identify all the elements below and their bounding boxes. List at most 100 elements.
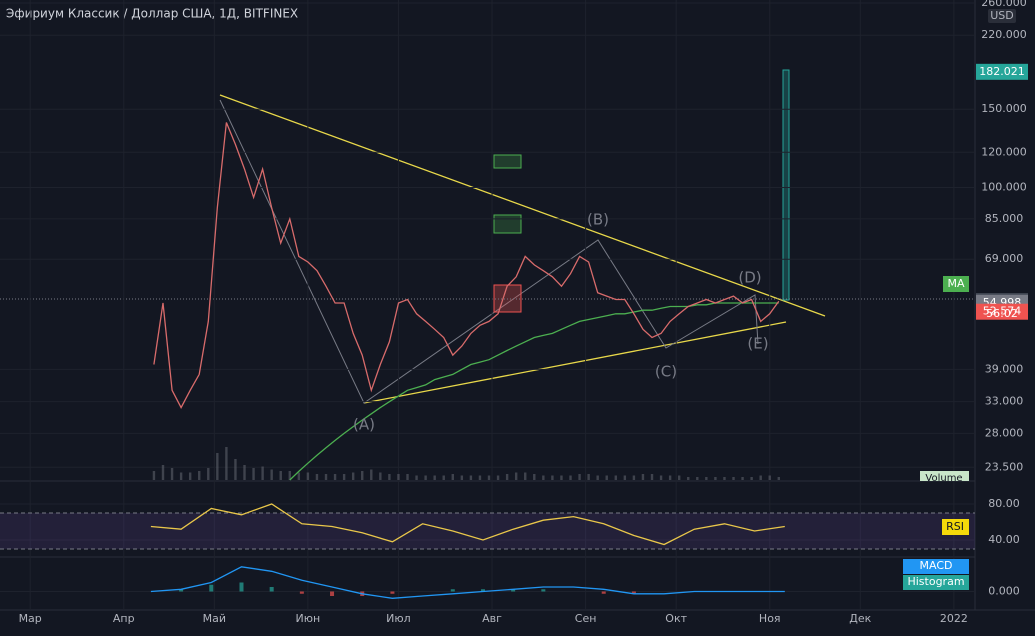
volume-bar <box>560 475 563 480</box>
volume-bar <box>442 475 445 480</box>
volume-bar <box>279 471 282 480</box>
volume-bar <box>641 474 645 480</box>
histogram-bar <box>511 589 516 592</box>
volume-bar <box>379 472 382 480</box>
volume-bar <box>333 474 337 480</box>
y-tick-label: 80.00 <box>988 497 1020 510</box>
histogram-bar <box>239 582 244 592</box>
y-tick-label: 120.000 <box>981 145 1027 158</box>
volume-bar <box>714 477 717 480</box>
volume-bar <box>415 475 418 480</box>
volume-bar <box>487 475 491 480</box>
x-tick-label: Май <box>203 612 226 625</box>
volume-bar <box>578 474 581 480</box>
histogram-bar <box>179 589 184 592</box>
volume-bar <box>451 474 454 480</box>
volume-bar <box>361 471 364 480</box>
histogram-bar <box>209 584 214 592</box>
volume-bar <box>705 477 708 480</box>
volume-bar <box>261 466 264 480</box>
volume-bar <box>152 471 156 480</box>
x-tick-label: Авг <box>482 612 502 625</box>
legend-label: Volume <box>925 473 962 484</box>
currency-box <box>988 9 1016 23</box>
histogram-bar <box>601 591 606 594</box>
volume-bar <box>759 475 762 480</box>
series-line <box>150 503 785 546</box>
price-tag <box>976 63 1028 80</box>
volume-bar <box>225 447 228 480</box>
volume-bar <box>306 472 310 480</box>
legend-label: MA <box>947 277 964 290</box>
legend-box <box>942 519 969 535</box>
histogram-bar <box>269 587 274 592</box>
x-tick-label: Апр <box>113 612 135 625</box>
volume-bar <box>198 471 201 480</box>
volume-bar <box>632 475 636 480</box>
volume-bar <box>270 469 273 480</box>
volume-bar <box>216 453 219 480</box>
wave-label: (A) <box>353 416 375 434</box>
volume-bar <box>469 475 473 480</box>
volume-bar <box>623 475 627 480</box>
volume-bar <box>723 477 726 480</box>
price-tag-label: 182.021 <box>979 65 1025 78</box>
x-tick-label: Дек <box>849 612 871 625</box>
wave-label: (B) <box>587 211 609 229</box>
price-tag <box>976 303 1028 320</box>
volume-bar <box>243 465 246 480</box>
volume-bar <box>179 472 183 480</box>
volume-bar <box>297 472 301 480</box>
legend-box <box>920 471 969 481</box>
y-tick-label: 220.000 <box>981 28 1027 41</box>
volume-bar <box>677 475 681 480</box>
volume-bar <box>750 477 753 480</box>
series-line <box>153 122 780 410</box>
volume-bar <box>650 474 654 480</box>
y-tick-label: 28.000 <box>985 426 1024 439</box>
volume-bar <box>234 459 237 480</box>
trend-line <box>363 321 787 404</box>
volume-bar <box>433 475 436 480</box>
y-tick-label: 0.000 <box>988 585 1020 598</box>
volume-bar <box>533 474 536 480</box>
volume-bar <box>324 474 328 480</box>
y-tick-label: 100.000 <box>981 181 1027 194</box>
volume-bar <box>524 472 527 480</box>
countdown: 56:02 <box>986 307 1018 320</box>
volume-bar <box>478 475 482 480</box>
volume-bar <box>406 474 409 480</box>
legend-box <box>943 276 969 292</box>
volume-bar <box>542 475 545 480</box>
volume-bar <box>315 474 319 480</box>
price-tag-label: 52.574 <box>983 305 1022 318</box>
histogram-bar <box>480 589 485 592</box>
volume-bar <box>741 477 744 480</box>
x-tick-label: 2022 <box>940 612 968 625</box>
x-tick-label: Июн <box>296 612 321 625</box>
volume-bar <box>397 474 400 480</box>
histogram-bar <box>631 591 636 594</box>
wave-label: (D) <box>738 269 761 287</box>
volume-bar <box>170 468 174 480</box>
volume-bar <box>207 468 210 480</box>
box <box>493 154 522 169</box>
volume-bar <box>768 475 771 480</box>
volume-bar <box>388 474 391 480</box>
y-tick-label: 150.000 <box>981 102 1027 115</box>
y-tick-label: 260.000 <box>981 0 1027 9</box>
series-line <box>289 302 779 481</box>
x-tick-label: Сен <box>575 612 597 625</box>
volume-bar <box>569 475 572 480</box>
y-tick-label: 33.000 <box>985 395 1024 408</box>
y-tick-label: 40.00 <box>988 533 1020 546</box>
x-tick-label: Мар <box>19 612 42 625</box>
volume-bar <box>732 477 735 480</box>
trend-line <box>219 94 826 317</box>
volume-bar <box>551 475 554 480</box>
histogram-bar <box>299 591 304 594</box>
volume-bar <box>288 471 291 480</box>
volume-bar <box>668 475 672 480</box>
volume-bar <box>496 475 500 480</box>
